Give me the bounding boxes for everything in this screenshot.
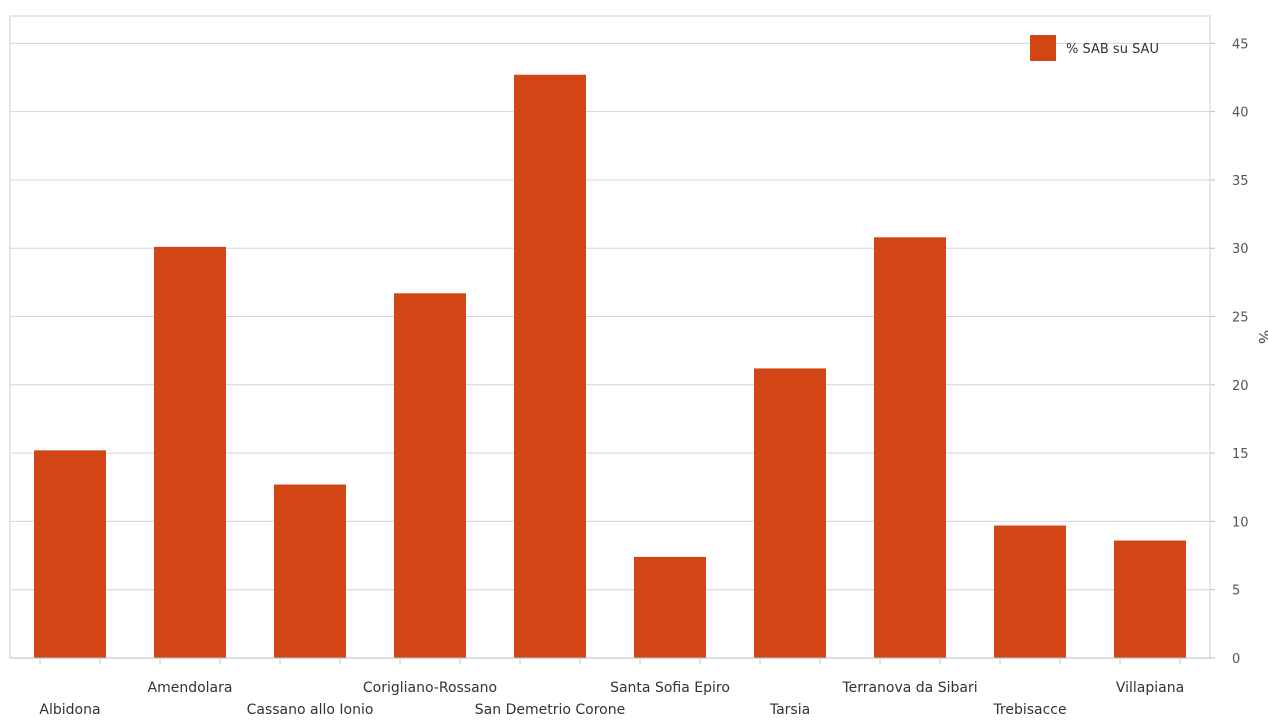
bar [874,237,946,659]
category-label: Santa Sofia Epiro [610,680,730,696]
category-label: Terranova da Sibari [841,680,977,696]
legend-label: % SAB su SAU [1066,42,1159,57]
bar [754,368,826,658]
y-tick-label: 30 [1232,242,1249,257]
bar [634,556,706,658]
y-tick-label: 25 [1232,311,1249,326]
bar [154,246,226,658]
bar [274,484,346,658]
bars [34,74,1186,659]
y-tick-label: 10 [1232,515,1249,530]
category-label: Trebisacce [992,702,1066,718]
y-tick-label: 0 [1232,652,1240,667]
y-tick-label: 45 [1232,37,1249,52]
x-ticks [39,658,1181,664]
bar [394,293,466,658]
category-label: Corigliano-Rossano [363,680,497,696]
y-tick-label: 20 [1232,379,1249,394]
bar [34,450,106,658]
y-tick-label: 5 [1232,584,1240,599]
legend-swatch [1030,35,1056,61]
y-tick-label: 35 [1232,174,1249,189]
legend: % SAB su SAU [1030,35,1159,61]
category-label: San Demetrio Corone [475,702,625,718]
category-label: Villapiana [1116,680,1184,696]
y-tick-labels: 0 5 10 15 20 25 30 35 40 45 [1232,37,1249,667]
bar [994,525,1066,658]
category-label: Tarsia [769,702,810,718]
y-tick-label: 15 [1232,447,1249,462]
bar [514,74,586,659]
category-label: Amendolara [148,680,233,696]
category-label: Albidona [39,702,100,718]
category-labels: Albidona Amendolara Cassano allo Ionio Cori… [39,680,1184,718]
y-tick-label: 40 [1232,106,1249,121]
category-label: Cassano allo Ionio [247,702,374,718]
y-axis-title: % [1255,330,1268,344]
bar [1114,540,1186,658]
